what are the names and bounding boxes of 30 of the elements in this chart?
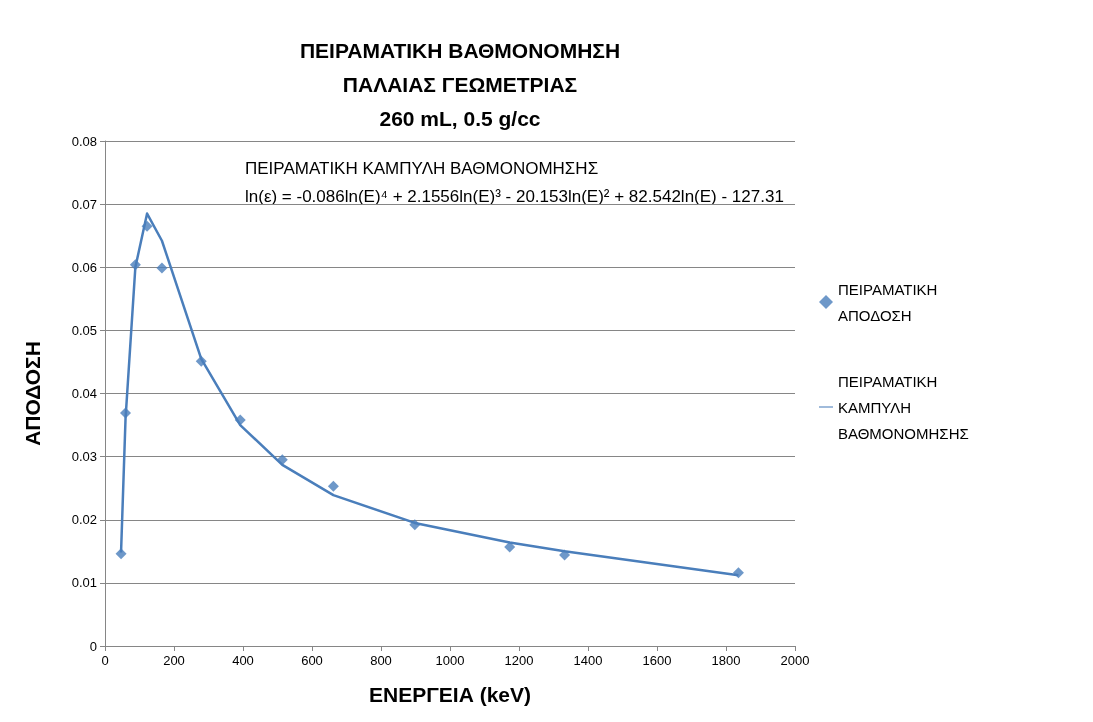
legend-label: ΠΕΙΡΑΜΑΤΙΚΗ ΚΑΜΠΥΛΗ ΒΑΘΜΟΝΟΜΗΣΗΣ bbox=[838, 372, 969, 442]
point bbox=[327, 480, 339, 492]
y-tick-label: 0.06 bbox=[71, 259, 97, 275]
x-tick-label: 2000 bbox=[780, 653, 810, 668]
chart-title: ΠΕΙΡΑΜΑΤΙΚΗ ΒΑΘΜΟΝΟΜΗΣΗ ΠΑΛΑΙΑΣ ΓΕΩΜΕΤΡΙΑΣ 260 mL, 0.5 g/cc bbox=[299, 38, 621, 130]
y-tick-label: 0 bbox=[89, 638, 97, 654]
x-tick-label: 0 bbox=[101, 653, 109, 668]
annotation: ln(ε) = -0.086ln(E)⁴ + 2.1556ln(E)³ - 20.153ln(E)² + 82.542ln(E) - 127.31 bbox=[245, 187, 784, 206]
x-tick-label: 1200 bbox=[504, 653, 534, 668]
y-tick-label: 0.04 bbox=[71, 386, 97, 401]
point bbox=[504, 541, 516, 553]
annotation: ΠΕΙΡΑΜΑΤΙΚΗ ΚΑΜΠΥΛΗ ΒΑΘΜΟΝΟΜΗΣΗΣ bbox=[245, 159, 599, 178]
y-tick-label: 0.01 bbox=[71, 575, 97, 591]
x-tick-label: 800 bbox=[370, 653, 392, 668]
x-tick-label: 200 bbox=[163, 653, 185, 668]
x-tick-label: 1800 bbox=[711, 653, 741, 668]
x-axis-title: ΕΝΕΡΓΕΙΑ (keV) bbox=[368, 683, 532, 706]
legend-label: ΠΕΙΡΑΜΑΤΙΚΗ ΑΠΟΔΟΣΗ bbox=[838, 280, 942, 324]
x-tick-label: 600 bbox=[301, 653, 323, 668]
y-tick-label: 0.07 bbox=[71, 196, 97, 212]
point bbox=[156, 262, 168, 274]
x-tick-label: 400 bbox=[232, 653, 254, 668]
y-tick-label: 0.02 bbox=[71, 512, 97, 528]
y-tick-label: 0.08 bbox=[71, 133, 97, 149]
x-tick-label: 1400 bbox=[573, 653, 603, 668]
y-axis-title: ΑΠΟΔΟΣΗ bbox=[21, 341, 44, 446]
y-tick-label: 0.03 bbox=[71, 449, 97, 465]
x-tick-label: 1000 bbox=[435, 653, 465, 668]
y-tick-label: 0.05 bbox=[71, 322, 97, 338]
x-tick-label: 1600 bbox=[642, 653, 672, 668]
